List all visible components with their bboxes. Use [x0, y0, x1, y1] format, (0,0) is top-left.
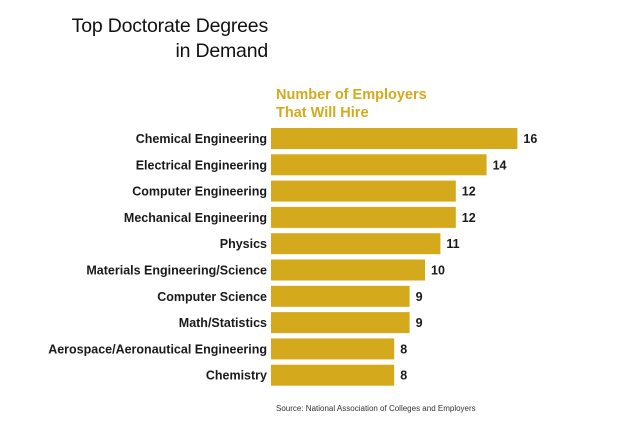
- bar-9: [271, 364, 395, 386]
- category-label-4: Physics: [220, 237, 267, 251]
- bar-7: [271, 312, 410, 334]
- bar-4: [271, 233, 441, 255]
- bar-5: [271, 259, 425, 281]
- value-label-1: 14: [493, 158, 507, 172]
- value-label-9: 8: [400, 369, 407, 383]
- value-label-8: 8: [400, 342, 407, 356]
- series-header-line-2: That Will Hire: [276, 105, 369, 121]
- value-label-5: 10: [431, 264, 445, 278]
- category-label-7: Math/Statistics: [179, 316, 267, 330]
- value-label-4: 11: [446, 237, 459, 251]
- category-label-5: Materials Engineering/Science: [86, 264, 267, 278]
- category-label-3: Mechanical Engineering: [124, 211, 267, 225]
- series-header: Number of Employers That Will Hire: [276, 86, 427, 122]
- bar-3: [271, 206, 456, 228]
- bar-8: [271, 338, 395, 360]
- bar-0: [271, 128, 518, 149]
- chart-title-line-1: Top Doctorate Degrees: [71, 15, 269, 37]
- source-note: Source: National Association of Colleges…: [276, 404, 476, 413]
- bar-1: [271, 154, 487, 176]
- value-label-2: 12: [462, 185, 476, 199]
- category-label-6: Computer Science: [157, 290, 267, 304]
- category-label-2: Computer Engineering: [132, 185, 267, 199]
- chart-title-line-2: in Demand: [175, 40, 268, 62]
- value-label-7: 9: [416, 316, 423, 330]
- bar-6: [271, 285, 410, 307]
- bar-2: [271, 180, 456, 202]
- value-label-6: 9: [416, 290, 423, 304]
- category-label-0: Chemical Engineering: [136, 132, 267, 146]
- category-label-9: Chemistry: [206, 369, 267, 383]
- value-label-0: 16: [523, 132, 537, 146]
- value-label-3: 12: [462, 211, 476, 225]
- category-label-8: Aerospace/Aeronautical Engineering: [48, 342, 267, 356]
- chart-title: Top Doctorate Degrees in Demand: [20, 14, 269, 64]
- series-header-line-1: Number of Employers: [276, 87, 427, 103]
- category-label-1: Electrical Engineering: [136, 158, 267, 172]
